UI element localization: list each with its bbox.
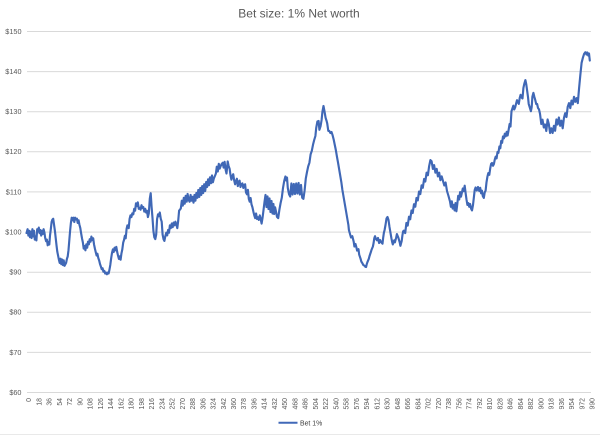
svg-text:756: 756 <box>456 398 463 410</box>
svg-text:738: 738 <box>446 398 453 410</box>
svg-text:342: 342 <box>221 398 228 410</box>
svg-text:954: 954 <box>569 398 576 410</box>
svg-text:Bet size: 1% Net worth: Bet size: 1% Net worth <box>238 7 359 21</box>
svg-text:198: 198 <box>139 398 146 410</box>
svg-text:414: 414 <box>262 398 269 410</box>
svg-text:810: 810 <box>487 398 494 410</box>
svg-text:$110: $110 <box>6 187 22 196</box>
svg-text:Bet 1%: Bet 1% <box>300 420 322 427</box>
svg-text:468: 468 <box>292 398 299 410</box>
svg-text:216: 216 <box>149 398 156 410</box>
svg-text:648: 648 <box>395 398 402 410</box>
svg-text:846: 846 <box>508 398 515 410</box>
svg-text:108: 108 <box>88 398 95 410</box>
svg-text:90: 90 <box>77 398 84 406</box>
svg-text:504: 504 <box>313 398 320 410</box>
svg-text:$90: $90 <box>9 268 21 277</box>
svg-text:252: 252 <box>170 398 177 410</box>
svg-text:918: 918 <box>549 398 556 410</box>
svg-text:720: 720 <box>436 398 443 410</box>
svg-text:$70: $70 <box>9 348 21 357</box>
svg-text:882: 882 <box>528 398 535 410</box>
svg-text:$140: $140 <box>5 67 21 76</box>
svg-text:54: 54 <box>57 398 64 406</box>
svg-text:684: 684 <box>415 398 422 410</box>
svg-text:450: 450 <box>282 398 289 410</box>
svg-text:576: 576 <box>354 398 361 410</box>
svg-text:18: 18 <box>36 398 43 406</box>
svg-text:900: 900 <box>538 398 545 410</box>
svg-text:432: 432 <box>272 398 279 410</box>
svg-text:972: 972 <box>579 398 586 410</box>
svg-text:378: 378 <box>241 398 248 410</box>
svg-text:864: 864 <box>518 398 525 410</box>
svg-text:0: 0 <box>26 398 33 402</box>
svg-text:144: 144 <box>108 398 115 410</box>
svg-text:612: 612 <box>374 398 381 410</box>
svg-text:234: 234 <box>159 398 166 410</box>
svg-text:$150: $150 <box>5 27 21 36</box>
svg-text:$120: $120 <box>5 147 21 156</box>
svg-text:360: 360 <box>231 398 238 410</box>
svg-text:36: 36 <box>47 398 54 406</box>
svg-text:558: 558 <box>344 398 351 410</box>
svg-text:$130: $130 <box>5 107 21 116</box>
svg-text:72: 72 <box>67 398 74 406</box>
svg-text:990: 990 <box>590 398 597 410</box>
svg-text:306: 306 <box>200 398 207 410</box>
svg-text:594: 594 <box>364 398 371 410</box>
svg-text:$80: $80 <box>9 308 21 317</box>
svg-text:702: 702 <box>426 398 433 410</box>
svg-text:792: 792 <box>477 398 484 410</box>
svg-text:774: 774 <box>467 398 474 410</box>
svg-text:324: 324 <box>211 398 218 410</box>
svg-text:630: 630 <box>385 398 392 410</box>
svg-text:270: 270 <box>180 398 187 410</box>
svg-text:180: 180 <box>129 398 136 410</box>
svg-text:396: 396 <box>251 398 258 410</box>
svg-text:486: 486 <box>303 398 310 410</box>
svg-text:$60: $60 <box>9 388 21 397</box>
svg-text:$100: $100 <box>5 228 21 237</box>
svg-text:936: 936 <box>559 398 566 410</box>
svg-text:126: 126 <box>98 398 105 410</box>
svg-text:828: 828 <box>497 398 504 410</box>
svg-text:162: 162 <box>118 398 125 410</box>
svg-text:288: 288 <box>190 398 197 410</box>
svg-text:540: 540 <box>333 398 340 410</box>
svg-text:666: 666 <box>405 398 412 410</box>
svg-text:522: 522 <box>323 398 330 410</box>
